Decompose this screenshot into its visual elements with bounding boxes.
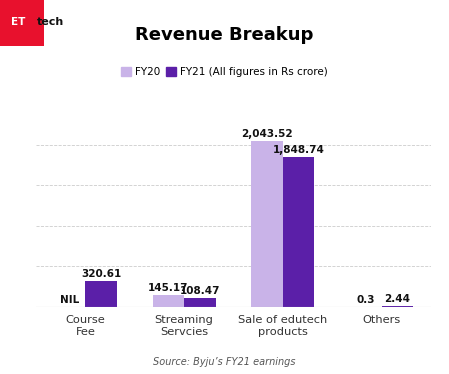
Bar (184, 298, 216, 307)
Bar (283, 157, 314, 307)
Bar (251, 141, 283, 307)
Text: 145.17: 145.17 (148, 283, 189, 293)
Text: NIL: NIL (60, 295, 79, 305)
Text: ET: ET (11, 17, 26, 27)
Legend: FY20, FY21 (All figures in Rs crore): FY20, FY21 (All figures in Rs crore) (117, 63, 332, 82)
Text: 0.3: 0.3 (357, 295, 375, 305)
Bar (153, 295, 184, 307)
Text: 2.44: 2.44 (384, 294, 410, 304)
Text: tech: tech (37, 17, 64, 27)
Text: 1,848.74: 1,848.74 (273, 145, 325, 155)
Bar (85, 281, 117, 307)
Text: Revenue Breakup: Revenue Breakup (135, 26, 314, 44)
Text: 2,043.52: 2,043.52 (241, 129, 293, 139)
Text: Source: Byju’s FY21 earnings: Source: Byju’s FY21 earnings (153, 356, 296, 367)
Text: 108.47: 108.47 (180, 286, 220, 296)
Text: 320.61: 320.61 (81, 269, 121, 279)
